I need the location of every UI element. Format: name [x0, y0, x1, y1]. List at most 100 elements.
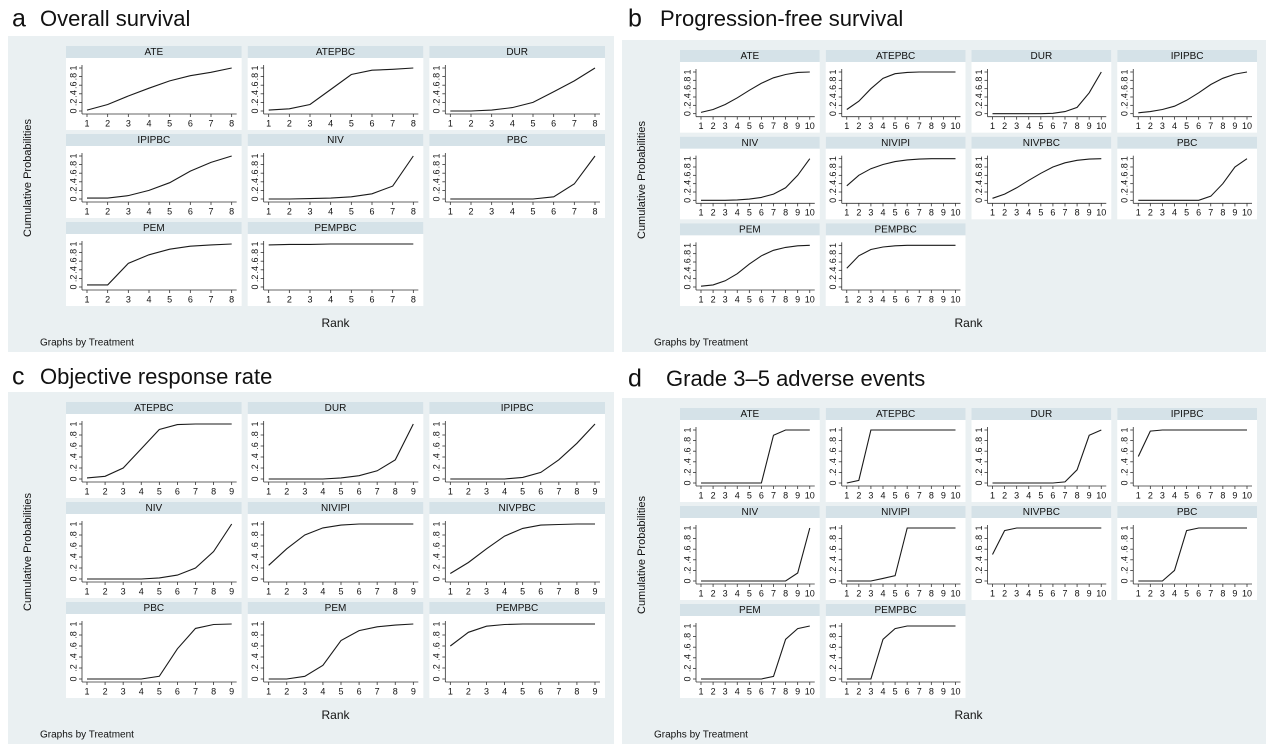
- x-tick-label: 10: [950, 588, 960, 598]
- y-tick-label: .6: [250, 642, 260, 650]
- x-tick-label: 1: [448, 586, 453, 596]
- y-tick-label: .8: [974, 535, 984, 543]
- x-tick-label: 4: [146, 206, 151, 216]
- x-tick-label: 2: [1002, 208, 1007, 218]
- x-tick-label: 3: [121, 586, 126, 596]
- x-tick-label: 3: [307, 118, 312, 128]
- curve: [268, 67, 414, 111]
- curve: [1138, 71, 1248, 114]
- facet-name: PBC: [1177, 138, 1198, 149]
- facet-background: [1117, 50, 1257, 133]
- curve: [1137, 429, 1247, 457]
- y-tick-label: .8: [1120, 437, 1130, 445]
- y-tick-label: .8: [682, 535, 692, 543]
- y-tick-label: .2: [1120, 102, 1130, 110]
- x-tick-label: 3: [868, 208, 873, 218]
- y-tick-label: .2: [68, 187, 78, 195]
- x-tick-label: 8: [929, 686, 934, 696]
- y-tick-label: .2: [250, 464, 260, 472]
- facet-name: NIVIPI: [321, 503, 350, 514]
- x-tick-label: 6: [905, 208, 910, 218]
- y-tick-label: .4: [682, 556, 692, 564]
- x-tick-label: 2: [1148, 588, 1153, 598]
- x-tick-label: 4: [502, 686, 507, 696]
- x-tick-label: 4: [139, 486, 144, 496]
- x-tick-label: 1: [698, 208, 703, 218]
- x-tick-label: 3: [126, 118, 131, 128]
- x-axis-title: Rank: [954, 316, 983, 330]
- y-axis-title: Cumulative Probabilities: [636, 496, 648, 614]
- x-tick-label: 3: [723, 294, 728, 304]
- y-tick-label: .8: [250, 73, 260, 81]
- x-tick-label: 7: [1208, 490, 1213, 500]
- x-tick-label: 9: [1087, 121, 1092, 131]
- x-tick-label: 8: [1075, 121, 1080, 131]
- y-tick-label: .6: [682, 545, 692, 553]
- y-axis-title: Cumulative Probabilities: [22, 493, 34, 611]
- facet-header: [247, 134, 424, 146]
- y-tick-label: .8: [974, 77, 984, 85]
- y-tick-label: 1: [68, 65, 78, 70]
- x-tick-label: 8: [393, 486, 398, 496]
- x-tick-label: 4: [735, 294, 740, 304]
- panel-letter: c: [12, 363, 25, 391]
- x-tick-label: 1: [266, 486, 271, 496]
- y-tick-label: 0: [432, 108, 442, 113]
- y-tick-label: .2: [250, 187, 260, 195]
- y-tick-label: 1: [828, 69, 838, 74]
- y-tick-label: 0: [682, 676, 692, 681]
- y-tick-label: 1: [974, 156, 984, 161]
- x-tick-label: 1: [1136, 121, 1141, 131]
- x-tick-label: 6: [175, 586, 180, 596]
- x-tick-label: 4: [735, 490, 740, 500]
- y-tick-label: .2: [682, 665, 692, 673]
- x-tick-label: 6: [1050, 490, 1055, 500]
- x-tick-label: 1: [844, 686, 849, 696]
- x-tick-label: 7: [917, 294, 922, 304]
- y-tick-label: 0: [682, 111, 692, 116]
- y-tick-label: .6: [68, 642, 78, 650]
- y-tick-label: .2: [682, 567, 692, 575]
- x-tick-label: 6: [357, 686, 362, 696]
- x-tick-label: 4: [880, 294, 885, 304]
- x-tick-label: 9: [411, 586, 416, 596]
- facet-name: NIVPBC: [1023, 138, 1060, 149]
- x-tick-label: 4: [320, 486, 325, 496]
- x-tick-label: 2: [856, 121, 861, 131]
- x-tick-label: 3: [121, 486, 126, 496]
- facet-name: DUR: [325, 403, 347, 414]
- x-tick-label: 3: [1160, 208, 1165, 218]
- x-tick-label: 5: [349, 206, 354, 216]
- y-tick-label: 0: [974, 198, 984, 203]
- x-tick-label: 3: [868, 588, 873, 598]
- curve: [701, 625, 810, 680]
- curve: [450, 67, 596, 112]
- x-tick-label: 7: [771, 208, 776, 218]
- y-tick-label: .2: [828, 102, 838, 110]
- y-tick-label: .8: [250, 161, 260, 169]
- y-tick-label: .8: [828, 77, 838, 85]
- facet-background: [247, 46, 424, 130]
- x-tick-label: 6: [357, 586, 362, 596]
- y-tick-label: 1: [250, 521, 260, 526]
- y-tick-label: .6: [974, 172, 984, 180]
- x-tick-label: 8: [411, 118, 416, 128]
- curve: [992, 429, 1102, 484]
- x-tick-label: 6: [369, 294, 374, 304]
- x-tick-label: 4: [1172, 490, 1177, 500]
- x-tick-label: 1: [266, 586, 271, 596]
- y-tick-label: .8: [682, 633, 692, 641]
- facet-name: IPIPBC: [1171, 409, 1204, 420]
- x-tick-label: 1: [990, 490, 995, 500]
- x-tick-label: 3: [1014, 490, 1019, 500]
- facet-name: IPIPBC: [1171, 51, 1204, 62]
- y-tick-label: .2: [68, 564, 78, 572]
- x-tick-label: 2: [468, 118, 473, 128]
- x-tick-label: 3: [302, 486, 307, 496]
- y-tick-label: .6: [974, 85, 984, 93]
- x-tick-label: 7: [375, 486, 380, 496]
- facet-name: PEMPBC: [875, 224, 917, 235]
- facet-header: [680, 136, 820, 149]
- y-tick-label: 0: [828, 480, 838, 485]
- y-tick-label: .2: [974, 469, 984, 477]
